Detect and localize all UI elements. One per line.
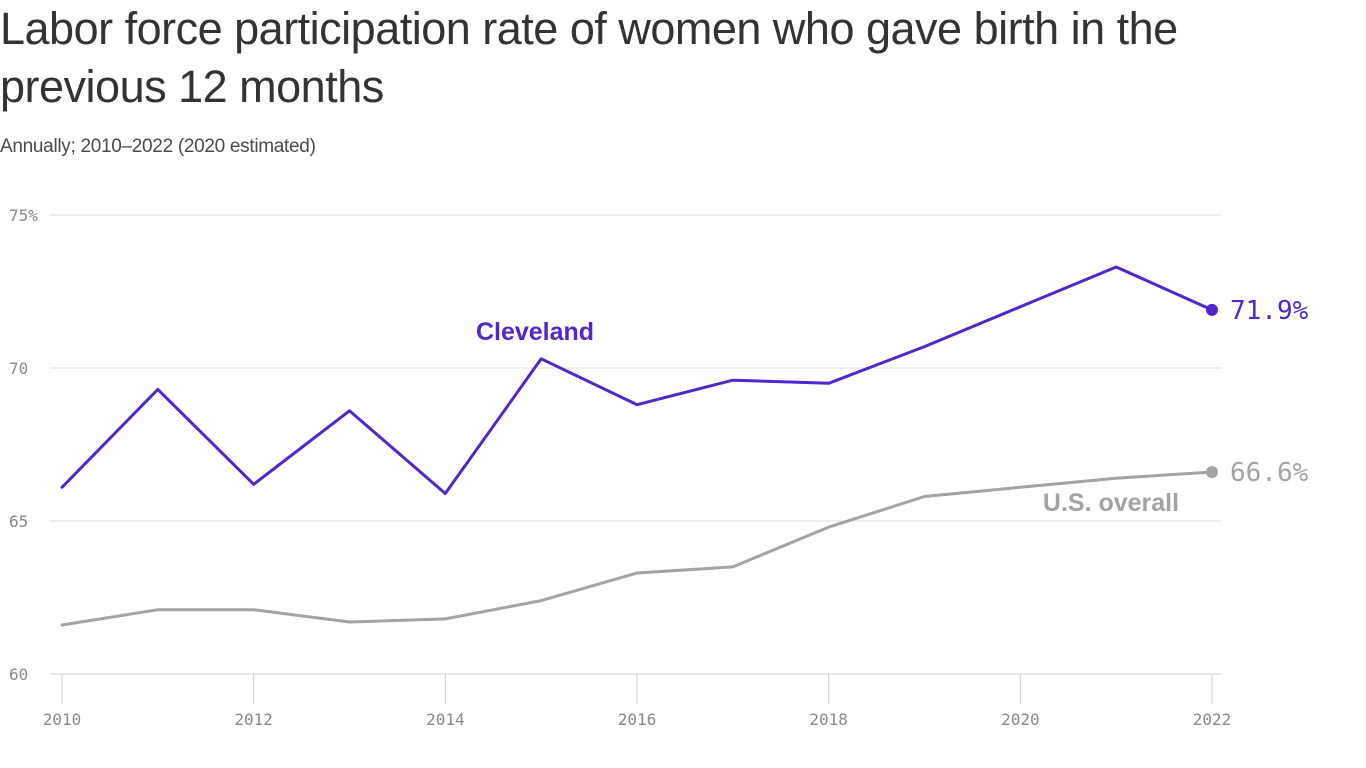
y-tick-label: 65	[9, 512, 28, 531]
y-tick-label: 70	[9, 359, 28, 378]
series-line-us-overall	[60, 470, 1214, 627]
y-tick-label: 75%	[9, 206, 38, 225]
series-lines	[60, 265, 1218, 627]
x-tick-label: 2012	[234, 710, 273, 729]
series-end-label: 66.6%	[1230, 458, 1309, 488]
grid-lines	[50, 214, 1221, 675]
y-tick-label: 60	[9, 665, 28, 684]
x-tick-label: 2018	[809, 710, 848, 729]
series-end-point	[1206, 466, 1218, 479]
y-axis-ticks: 75% 70 65 60	[9, 206, 38, 684]
chart-subtitle: Annually; 2010–2022 (2020 estimated)	[0, 136, 316, 157]
x-axis-ticks: 2010 2012 2014 2016 2018 2020 2022	[43, 674, 1232, 729]
series-labels: 71.9% 66.6% Cleveland U.S. overall	[476, 296, 1309, 517]
x-tick-label: 2022	[1193, 710, 1232, 729]
x-tick-label: 2020	[1001, 710, 1040, 729]
x-tick-label: 2010	[43, 710, 82, 729]
series-end-label: 71.9%	[1230, 296, 1309, 326]
series-line-cleveland	[60, 265, 1214, 495]
series-name-us-overall: U.S. overall	[1043, 489, 1179, 517]
x-tick-label: 2014	[426, 710, 465, 729]
x-tick-label: 2016	[618, 710, 657, 729]
chart-title: Labor force participation rate of women …	[0, 3, 1178, 112]
series-end-point	[1206, 303, 1218, 316]
series-name-cleveland: Cleveland	[476, 318, 594, 346]
